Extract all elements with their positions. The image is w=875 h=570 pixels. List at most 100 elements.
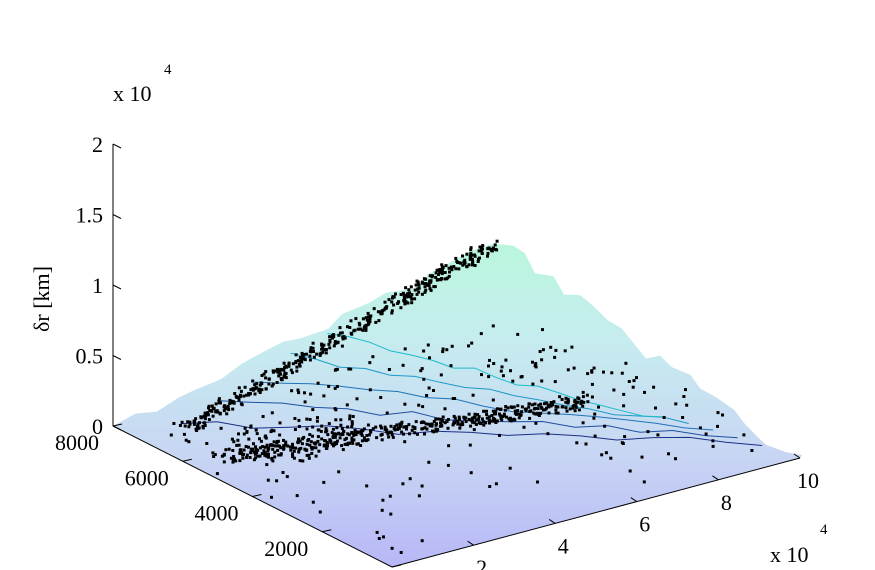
scatter-point <box>441 419 444 423</box>
scatter-point <box>255 382 259 386</box>
z-tick-label: 0.5 <box>76 344 104 369</box>
scatter-point <box>364 316 368 320</box>
scatter-point <box>423 282 427 285</box>
scatter-point <box>271 382 275 386</box>
z-axis-label: δr [km] <box>29 266 54 332</box>
scatter-point <box>238 459 242 463</box>
scatter-point <box>527 405 531 409</box>
scatter-point <box>258 391 262 394</box>
scatter-point <box>396 302 400 305</box>
scatter-point <box>528 416 532 420</box>
scatter-point <box>196 424 199 428</box>
x-ticks: 2 4 6 8 10 <box>467 453 819 570</box>
scatter-point <box>330 431 334 435</box>
scatter-point <box>457 267 461 271</box>
y-tick-mark <box>182 458 192 462</box>
contour-line <box>290 352 689 424</box>
scatter-point <box>254 445 257 449</box>
scatter-point <box>298 364 302 368</box>
scatter-point <box>301 353 304 357</box>
scatter-point <box>445 348 449 352</box>
scatter-point <box>284 372 288 375</box>
scatter-point <box>554 408 558 412</box>
scatter-point <box>495 239 499 243</box>
scatter-point <box>217 399 221 402</box>
scatter-point <box>408 432 411 436</box>
scatter-point <box>642 480 646 484</box>
scatter-point <box>282 361 286 365</box>
scatter-point <box>480 252 484 255</box>
scatter-point <box>564 406 568 410</box>
scatter-point <box>459 423 463 427</box>
y-tick-label: 4000 <box>195 501 239 526</box>
scatter-point <box>254 428 258 432</box>
scatter-point <box>502 412 506 416</box>
scatter-point <box>247 437 251 441</box>
scatter-point <box>447 274 451 278</box>
scatter-point <box>252 458 256 462</box>
scatter-point <box>485 409 488 413</box>
scatter-point <box>350 420 354 424</box>
scatter-point <box>434 427 438 431</box>
scatter-point <box>261 445 264 449</box>
scatter-point <box>366 438 370 442</box>
scatter-point <box>410 301 414 305</box>
scatter-point <box>366 315 370 319</box>
scatter-point <box>222 452 226 456</box>
scatter-point <box>522 425 526 429</box>
scatter-point <box>458 417 461 421</box>
scatter-point <box>407 288 411 292</box>
scatter-point <box>322 343 326 347</box>
z-tick-mark <box>112 214 122 219</box>
scatter-point <box>283 375 287 379</box>
scatter-point <box>426 343 430 347</box>
scatter-point <box>469 471 473 475</box>
scatter-point <box>454 256 458 260</box>
scatter-point <box>565 409 569 413</box>
scatter-point <box>447 266 451 270</box>
scatter-point <box>438 270 442 274</box>
scatter-point <box>458 426 462 430</box>
x-tick-label: 4 <box>558 533 569 558</box>
scatter-point <box>277 453 281 457</box>
scatter-point <box>349 319 353 323</box>
scatter-point <box>253 452 257 456</box>
scatter-point <box>422 420 426 424</box>
scatter-point <box>609 456 613 460</box>
scatter-point <box>340 331 344 335</box>
scatter-point <box>422 349 426 353</box>
scatter-point <box>457 415 461 419</box>
scatter-point <box>187 440 191 444</box>
scatter-point <box>327 422 331 426</box>
scatter-point <box>368 361 372 365</box>
scatter-point <box>264 452 268 456</box>
scatter-point <box>537 403 541 407</box>
scatter-point <box>366 311 370 315</box>
scatter-point <box>312 441 316 445</box>
scatter-point <box>491 398 495 402</box>
scatter-point <box>402 425 406 429</box>
scatter-point <box>479 422 483 425</box>
scatter-point <box>387 368 391 371</box>
scatter-point <box>281 471 285 474</box>
scatter-point <box>566 368 570 372</box>
scatter-point <box>227 408 231 412</box>
scatter-point <box>303 400 307 404</box>
scatter-point <box>533 402 537 406</box>
scatter-point <box>302 435 306 439</box>
scatter-point <box>270 495 273 499</box>
scatter-point <box>350 436 354 440</box>
scatter-point <box>270 384 274 388</box>
scatter-point <box>590 395 594 399</box>
scatter-point <box>285 365 289 369</box>
scatter-point <box>441 415 445 419</box>
scatter-point <box>528 409 532 413</box>
scatter-point <box>441 266 445 270</box>
scatter-point <box>348 417 352 421</box>
scatter-point <box>471 393 475 397</box>
scatter-point <box>303 358 307 362</box>
scatter-point <box>520 410 524 414</box>
scatter-point <box>446 426 450 430</box>
scatter-point <box>337 470 341 474</box>
scatter-point <box>494 409 498 413</box>
